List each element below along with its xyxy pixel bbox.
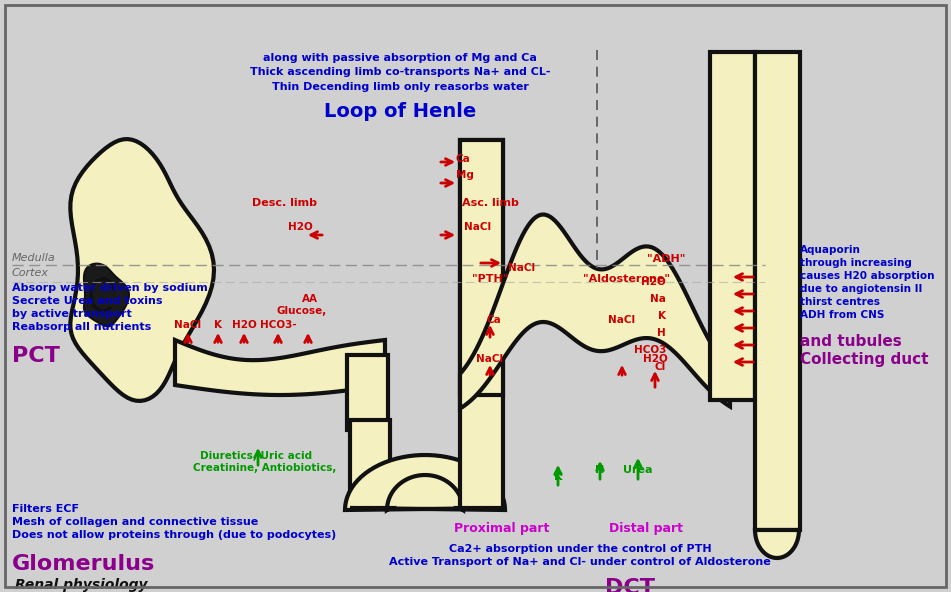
Text: Renal physiology: Renal physiology bbox=[15, 578, 147, 592]
Text: H: H bbox=[657, 328, 666, 338]
Text: Does not allow proteins through (due to podocytes): Does not allow proteins through (due to … bbox=[12, 530, 337, 540]
Polygon shape bbox=[345, 455, 505, 510]
Text: Medulla: Medulla bbox=[12, 253, 56, 263]
Text: Ca: Ca bbox=[456, 154, 471, 164]
Text: Absorp water driven by sodium: Absorp water driven by sodium bbox=[12, 283, 207, 293]
Text: Distal part: Distal part bbox=[609, 522, 683, 535]
Text: H2O: H2O bbox=[641, 277, 666, 287]
Text: Thick ascending limb co-transports Na+ and CL-: Thick ascending limb co-transports Na+ a… bbox=[250, 67, 551, 77]
Text: causes H20 absorption: causes H20 absorption bbox=[800, 271, 935, 281]
Text: ADH from CNS: ADH from CNS bbox=[800, 310, 884, 320]
Text: and tubules: and tubules bbox=[800, 334, 902, 349]
Text: Desc. limb: Desc. limb bbox=[253, 198, 318, 208]
Text: Glucose,: Glucose, bbox=[277, 306, 327, 316]
Text: Mesh of collagen and connective tissue: Mesh of collagen and connective tissue bbox=[12, 517, 259, 527]
Polygon shape bbox=[460, 140, 503, 508]
Text: Cl: Cl bbox=[654, 362, 666, 372]
Text: H2O: H2O bbox=[232, 320, 257, 330]
Text: HCO3: HCO3 bbox=[633, 345, 666, 355]
Text: K: K bbox=[214, 320, 222, 330]
Text: Thin Decending limb only reasorbs water: Thin Decending limb only reasorbs water bbox=[272, 82, 529, 92]
Text: by active transport: by active transport bbox=[12, 309, 132, 319]
Text: Collecting duct: Collecting duct bbox=[800, 352, 928, 367]
Text: Na: Na bbox=[650, 294, 666, 304]
Text: H2O: H2O bbox=[643, 354, 668, 364]
Text: Reabsorp all nutrients: Reabsorp all nutrients bbox=[12, 322, 151, 332]
Text: Diuretics, Uric acid: Diuretics, Uric acid bbox=[200, 451, 312, 461]
Polygon shape bbox=[84, 263, 129, 326]
Text: thirst centres: thirst centres bbox=[800, 297, 880, 307]
Text: K: K bbox=[658, 311, 666, 321]
Polygon shape bbox=[460, 214, 730, 408]
Text: NaCl: NaCl bbox=[174, 320, 202, 330]
Text: NaCl: NaCl bbox=[464, 222, 491, 232]
Text: Aquaporin: Aquaporin bbox=[800, 245, 861, 255]
Text: H2O: H2O bbox=[287, 222, 312, 232]
Polygon shape bbox=[755, 52, 800, 530]
Text: "Aldosterone": "Aldosterone" bbox=[583, 274, 670, 284]
Text: Cortex: Cortex bbox=[12, 268, 49, 278]
Text: through increasing: through increasing bbox=[800, 258, 912, 268]
Text: "ADH": "ADH" bbox=[647, 254, 685, 264]
Text: K: K bbox=[553, 472, 562, 482]
Text: Filters ECF: Filters ECF bbox=[12, 504, 79, 514]
Text: Secrete Urea and toxins: Secrete Urea and toxins bbox=[12, 296, 163, 306]
Polygon shape bbox=[350, 420, 390, 508]
Text: Creatinine, Antiobiotics,: Creatinine, Antiobiotics, bbox=[193, 463, 337, 473]
Polygon shape bbox=[755, 530, 800, 558]
Polygon shape bbox=[710, 52, 755, 400]
Text: along with passive absorption of Mg and Ca: along with passive absorption of Mg and … bbox=[263, 53, 537, 63]
Text: Asc. limb: Asc. limb bbox=[462, 198, 519, 208]
Text: Ca: Ca bbox=[487, 315, 501, 325]
Polygon shape bbox=[460, 140, 503, 395]
Text: Active Transport of Na+ and Cl- under control of Aldosterone: Active Transport of Na+ and Cl- under co… bbox=[389, 557, 771, 567]
Text: HCO3-: HCO3- bbox=[260, 320, 297, 330]
Text: AA: AA bbox=[302, 294, 318, 304]
Text: NaCl: NaCl bbox=[508, 263, 535, 273]
Text: Proximal part: Proximal part bbox=[455, 522, 550, 535]
Polygon shape bbox=[70, 139, 214, 401]
Text: due to angiotensin II: due to angiotensin II bbox=[800, 284, 922, 294]
Text: DCT: DCT bbox=[605, 578, 655, 592]
Text: Glomerulus: Glomerulus bbox=[12, 554, 155, 574]
Text: Ca2+ absorption under the control of PTH: Ca2+ absorption under the control of PTH bbox=[449, 544, 711, 554]
Text: Urea: Urea bbox=[623, 465, 652, 475]
Text: H: H bbox=[595, 465, 605, 475]
Text: NaCl: NaCl bbox=[476, 354, 504, 364]
Polygon shape bbox=[347, 355, 388, 430]
Text: Loop of Henle: Loop of Henle bbox=[324, 102, 476, 121]
Text: Mg: Mg bbox=[456, 170, 474, 180]
Text: "PTH": "PTH" bbox=[472, 274, 508, 284]
Polygon shape bbox=[175, 340, 385, 395]
Text: PCT: PCT bbox=[12, 346, 60, 366]
Text: NaCl: NaCl bbox=[609, 315, 635, 325]
